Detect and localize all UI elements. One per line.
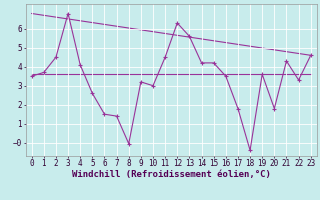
X-axis label: Windchill (Refroidissement éolien,°C): Windchill (Refroidissement éolien,°C) xyxy=(72,170,271,179)
